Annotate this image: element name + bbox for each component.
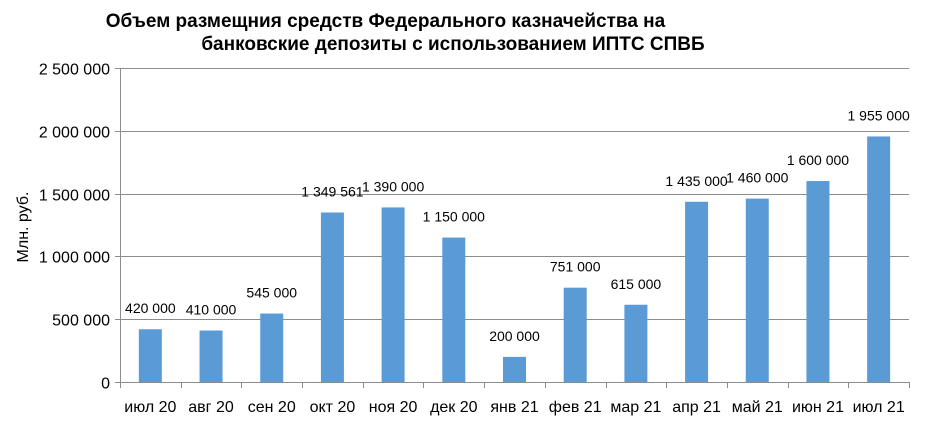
data-label: 1 600 000 xyxy=(787,152,849,168)
data-label: 1 460 000 xyxy=(726,170,788,186)
data-label: 751 000 xyxy=(550,259,601,275)
data-label: 545 000 xyxy=(246,285,297,301)
y-tick-label: 2 000 000 xyxy=(39,125,110,142)
bar xyxy=(624,304,648,382)
x-tick-label: мар 21 xyxy=(610,399,661,416)
x-tick-label: авг 20 xyxy=(188,399,234,416)
bar xyxy=(503,356,526,382)
x-tick-label: июл 20 xyxy=(124,399,176,416)
y-axis-ticks: 0 500 000 1 000 000 1 500 000 2 000 000 2 500… xyxy=(39,62,120,393)
data-label: 1 390 000 xyxy=(362,178,424,194)
data-label: 615 000 xyxy=(611,276,662,292)
x-tick-label: янв 21 xyxy=(490,399,538,416)
chart-title: Объем размещния средств Федерального каз… xyxy=(0,10,931,56)
bars xyxy=(138,136,891,382)
data-label: 1 349 561 xyxy=(301,183,363,199)
data-label: 200 000 xyxy=(489,328,540,344)
x-axis-ticks: июл 20 авг 20 сен 20 окт 20 ноя 20 дек 20 янв … xyxy=(120,382,910,416)
bar xyxy=(138,329,162,382)
x-tick-label: сен 20 xyxy=(248,399,296,416)
y-tick-label: 500 000 xyxy=(52,313,110,330)
data-label: 1 150 000 xyxy=(423,209,485,225)
bar xyxy=(442,237,466,382)
bar xyxy=(320,212,344,382)
x-tick-label: окт 20 xyxy=(310,399,356,416)
chart-title-line-1: Объем размещния средств Федерального каз… xyxy=(105,11,666,32)
x-tick-label: июн 21 xyxy=(792,399,844,416)
bar xyxy=(867,136,891,382)
x-tick-label: июл 21 xyxy=(853,399,905,416)
bar xyxy=(199,330,223,382)
y-tick-label: 0 xyxy=(101,376,110,393)
y-tick-label: 2 500 000 xyxy=(39,62,110,79)
data-label: 420 000 xyxy=(125,300,176,316)
bar xyxy=(806,181,830,382)
bar xyxy=(685,201,709,382)
y-tick-label: 1 500 000 xyxy=(39,188,110,205)
axes xyxy=(120,68,909,383)
x-tick-label: апр 21 xyxy=(672,399,721,416)
bar xyxy=(381,207,405,382)
y-tick-label: 1 000 000 xyxy=(39,250,110,267)
x-tick-label: ноя 20 xyxy=(369,399,418,416)
x-tick-label: фев 21 xyxy=(549,399,602,416)
bar xyxy=(745,198,769,382)
data-label: 1 955 000 xyxy=(848,107,910,123)
bar xyxy=(563,287,587,382)
x-tick-label: май 21 xyxy=(732,399,783,416)
data-label: 410 000 xyxy=(186,302,237,318)
x-tick-label: дек 20 xyxy=(430,399,478,416)
chart-title-line-2: банковские депозиты с использованием ИПТ… xyxy=(201,34,705,55)
bar xyxy=(260,313,284,382)
gridlines xyxy=(120,68,909,320)
data-label: 1 435 000 xyxy=(665,173,727,189)
